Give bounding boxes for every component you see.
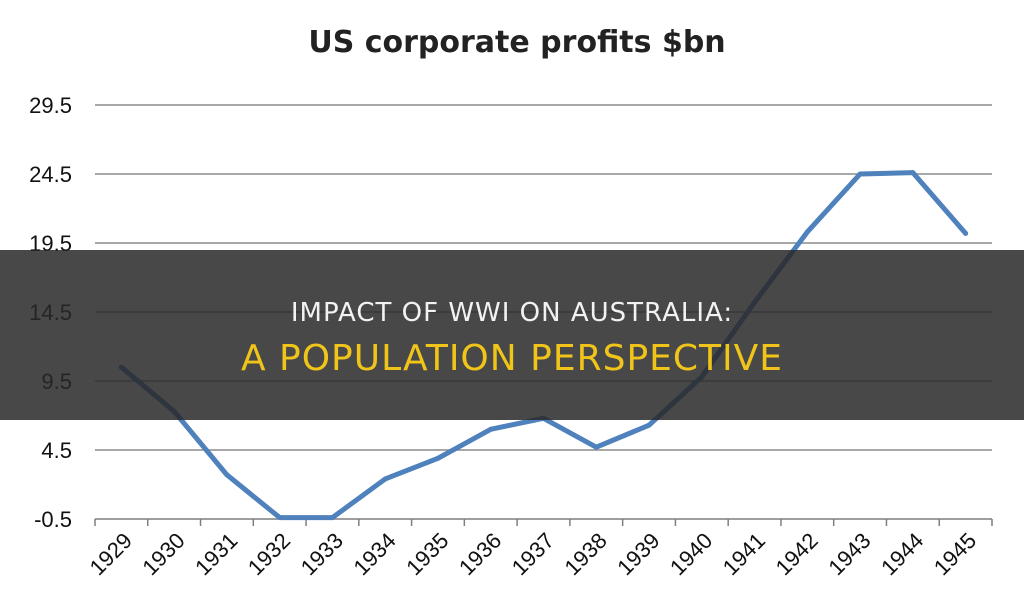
data-point bbox=[646, 422, 652, 428]
x-tick-label: 1943 bbox=[823, 528, 875, 580]
data-point bbox=[435, 455, 441, 461]
x-tick-label: 1934 bbox=[348, 528, 400, 580]
x-tick-label: 1944 bbox=[876, 528, 928, 580]
data-point bbox=[382, 476, 388, 482]
data-point bbox=[329, 515, 335, 521]
x-tick-label: 1937 bbox=[507, 528, 559, 580]
x-tick-label: 1933 bbox=[296, 528, 348, 580]
y-tick-label: 4.5 bbox=[41, 438, 72, 463]
x-tick-label: 1929 bbox=[85, 528, 137, 580]
x-tick-label: 1935 bbox=[401, 528, 453, 580]
caption-overlay bbox=[0, 250, 1024, 420]
y-tick-label: 29.5 bbox=[29, 93, 72, 118]
data-point bbox=[857, 171, 863, 177]
x-tick-label: 1945 bbox=[929, 528, 981, 580]
x-tick-label: 1942 bbox=[771, 528, 823, 580]
data-point bbox=[224, 472, 230, 478]
data-point bbox=[277, 515, 283, 521]
data-point bbox=[963, 230, 969, 236]
x-tick-label: 1941 bbox=[718, 528, 770, 580]
x-tick-label: 1939 bbox=[612, 528, 664, 580]
y-tick-label: 24.5 bbox=[29, 162, 72, 187]
x-tick-label: 1940 bbox=[665, 528, 717, 580]
data-point bbox=[804, 229, 810, 235]
y-tick-label: -0.5 bbox=[34, 507, 72, 532]
x-axis-ticks: 1929 1930 1931 1932 1933 1934 1935 1936 1937 1938… bbox=[85, 528, 982, 580]
x-tick-label: 1932 bbox=[243, 528, 295, 580]
data-point bbox=[593, 444, 599, 450]
x-tick-label: 1930 bbox=[137, 528, 189, 580]
x-tick-label: 1931 bbox=[190, 528, 242, 580]
data-point bbox=[488, 426, 494, 432]
chart-title: US corporate profits $bn bbox=[308, 25, 725, 60]
x-tick-label: 1938 bbox=[560, 528, 612, 580]
data-point bbox=[910, 170, 916, 176]
caption-line-2: A Population Perspective bbox=[240, 338, 784, 379]
caption-line-1: Impact Of Wwi On Australia: bbox=[290, 298, 734, 328]
x-tick-label: 1936 bbox=[454, 528, 506, 580]
